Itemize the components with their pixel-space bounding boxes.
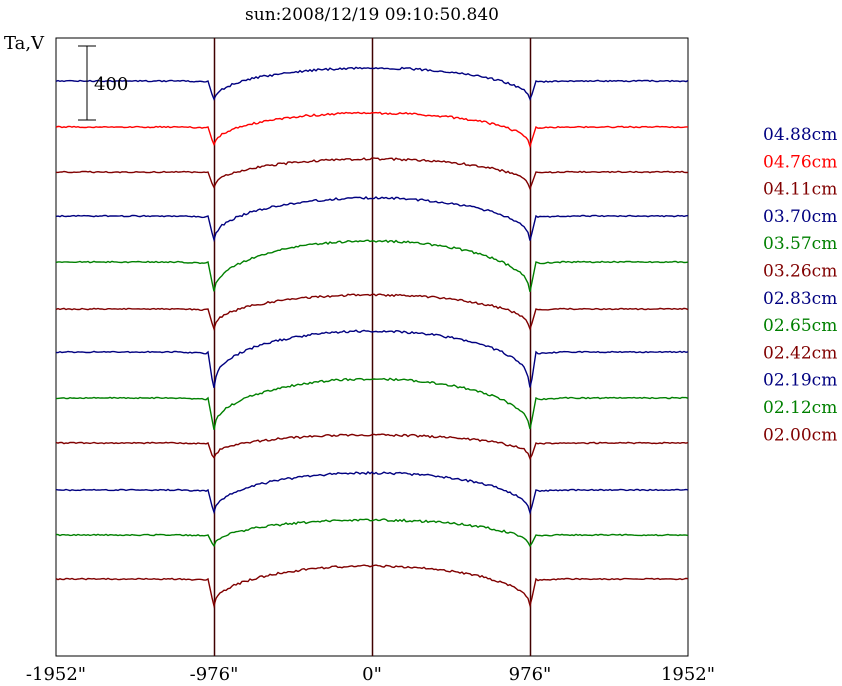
series-line-02.83cm <box>55 329 689 389</box>
series-line-04.76cm <box>55 111 688 149</box>
legend-entry: 03.57cm <box>763 234 837 254</box>
x-tick-label: -1952" <box>26 664 86 685</box>
series-line-03.26cm <box>55 293 689 332</box>
legend: 04.88cm 04.76cm 04.11cm 03.70cm 03.57cm 03.26… <box>763 125 837 445</box>
series-line-04.11cm <box>55 157 689 191</box>
series-line-02.00cm <box>55 564 689 609</box>
scale-bar-label: 400 <box>94 74 128 95</box>
series-line-02.12cm <box>55 518 689 548</box>
legend-entry: 02.00cm <box>763 425 837 445</box>
series-line-03.70cm <box>55 196 689 243</box>
series-line-02.65cm <box>55 377 689 430</box>
legend-entry: 03.26cm <box>763 262 837 282</box>
legend-entry: 04.88cm <box>763 125 837 145</box>
legend-entry: 04.11cm <box>763 180 837 200</box>
legend-entry: 02.83cm <box>763 289 837 309</box>
x-tick-label: 1952" <box>661 664 715 685</box>
legend-entry: 02.42cm <box>763 343 837 363</box>
series-line-04.88cm <box>55 66 689 102</box>
legend-entry: 02.12cm <box>763 398 837 418</box>
series-lines <box>55 66 689 609</box>
scale-bar: 400 <box>78 45 128 121</box>
legend-entry: 02.65cm <box>763 316 837 336</box>
legend-entry: 03.70cm <box>763 207 837 227</box>
series-line-03.57cm <box>55 239 689 292</box>
legend-entry: 02.19cm <box>763 371 837 391</box>
x-tick-label: 0" <box>362 664 382 685</box>
x-tick-labels: -1952" -976" 0" 976" 1952" <box>26 664 715 685</box>
series-line-02.19cm <box>55 471 689 516</box>
y-axis-label: Ta,V <box>4 33 45 54</box>
vertical-reference-lines <box>213 38 532 656</box>
series-line-02.42cm <box>55 433 689 461</box>
x-tick-label: 976" <box>509 664 552 685</box>
chart-title: sun:2008/12/19 09:10:50.840 <box>245 5 499 25</box>
x-tick-label: -976" <box>190 664 239 685</box>
legend-entry: 04.76cm <box>763 152 837 172</box>
